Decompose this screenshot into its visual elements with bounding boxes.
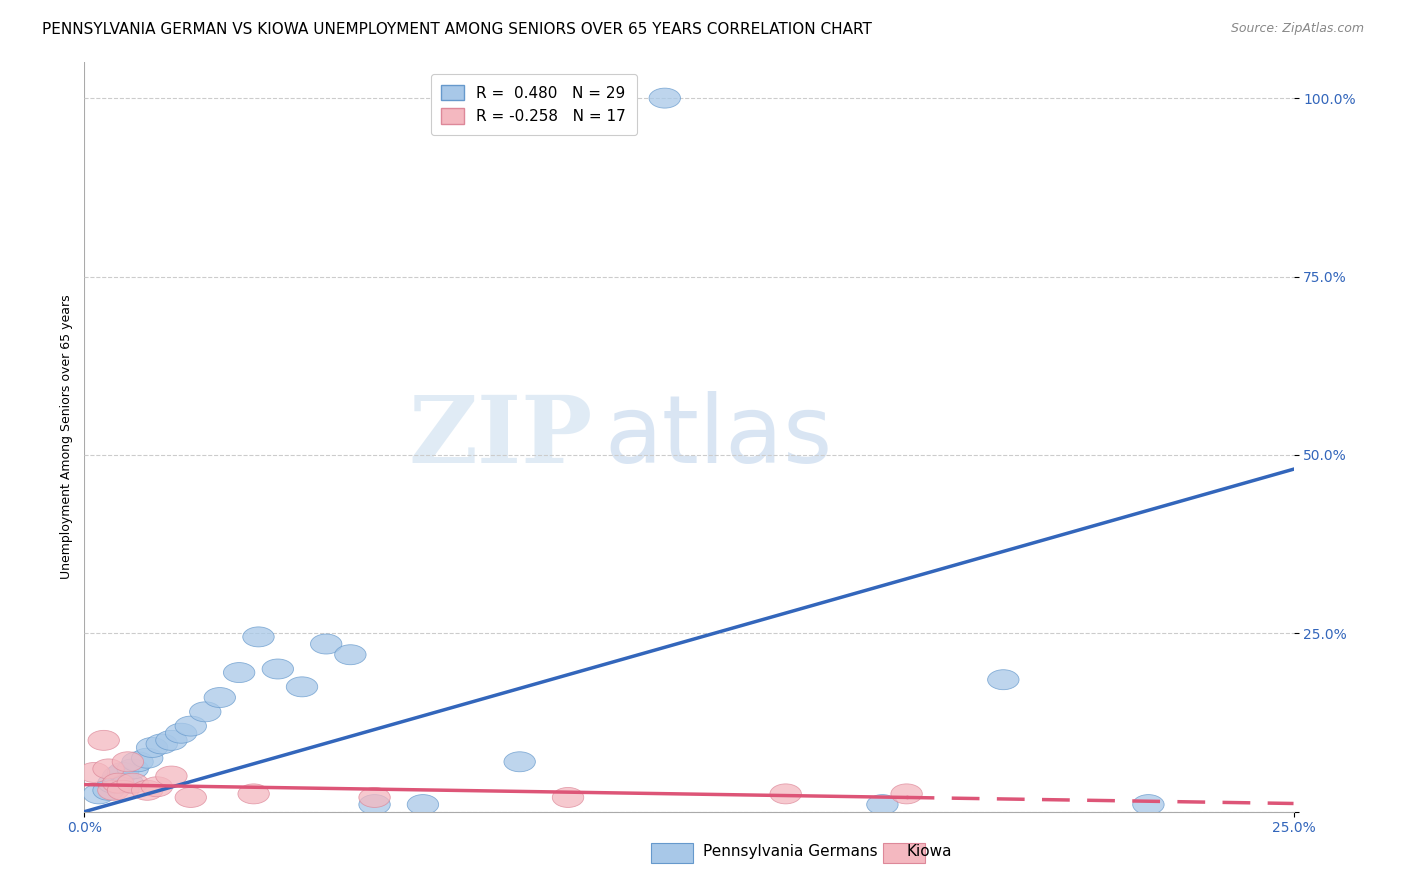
Text: atlas: atlas	[605, 391, 832, 483]
Ellipse shape	[650, 88, 681, 108]
Ellipse shape	[156, 731, 187, 750]
Ellipse shape	[107, 763, 139, 782]
Ellipse shape	[553, 788, 583, 807]
Ellipse shape	[238, 784, 270, 804]
Ellipse shape	[866, 795, 898, 814]
Ellipse shape	[122, 752, 153, 772]
Ellipse shape	[141, 777, 173, 797]
Ellipse shape	[117, 773, 149, 793]
Ellipse shape	[156, 766, 187, 786]
Ellipse shape	[987, 670, 1019, 690]
Ellipse shape	[93, 759, 124, 779]
Ellipse shape	[262, 659, 294, 679]
Ellipse shape	[176, 716, 207, 736]
Ellipse shape	[97, 773, 129, 793]
Text: PENNSYLVANIA GERMAN VS KIOWA UNEMPLOYMENT AMONG SENIORS OVER 65 YEARS CORRELATIO: PENNSYLVANIA GERMAN VS KIOWA UNEMPLOYMEN…	[42, 22, 872, 37]
Ellipse shape	[335, 645, 366, 665]
Ellipse shape	[103, 766, 134, 786]
Ellipse shape	[83, 784, 115, 804]
Ellipse shape	[89, 731, 120, 750]
Ellipse shape	[176, 788, 207, 807]
Ellipse shape	[770, 784, 801, 804]
Ellipse shape	[359, 795, 391, 814]
Ellipse shape	[117, 759, 149, 779]
Ellipse shape	[287, 677, 318, 697]
Ellipse shape	[204, 688, 236, 707]
Ellipse shape	[79, 763, 110, 782]
Ellipse shape	[132, 780, 163, 800]
Ellipse shape	[224, 663, 254, 682]
Ellipse shape	[311, 634, 342, 654]
Y-axis label: Unemployment Among Seniors over 65 years: Unemployment Among Seniors over 65 years	[60, 294, 73, 580]
Ellipse shape	[408, 795, 439, 814]
Ellipse shape	[166, 723, 197, 743]
Ellipse shape	[190, 702, 221, 722]
Ellipse shape	[132, 748, 163, 768]
Ellipse shape	[136, 738, 167, 757]
Ellipse shape	[1133, 795, 1164, 814]
Ellipse shape	[243, 627, 274, 647]
Text: Kiowa: Kiowa	[907, 845, 952, 859]
Ellipse shape	[146, 734, 177, 754]
Ellipse shape	[107, 780, 139, 800]
Text: ZIP: ZIP	[408, 392, 592, 482]
Legend: R =  0.480   N = 29, R = -0.258   N = 17: R = 0.480 N = 29, R = -0.258 N = 17	[430, 74, 637, 135]
Ellipse shape	[93, 780, 124, 800]
Ellipse shape	[97, 780, 129, 800]
Ellipse shape	[503, 752, 536, 772]
Ellipse shape	[112, 773, 143, 793]
Ellipse shape	[103, 773, 134, 793]
Ellipse shape	[891, 784, 922, 804]
Ellipse shape	[112, 752, 143, 772]
Text: Pennsylvania Germans: Pennsylvania Germans	[703, 845, 877, 859]
Ellipse shape	[359, 788, 391, 807]
Text: Source: ZipAtlas.com: Source: ZipAtlas.com	[1230, 22, 1364, 36]
